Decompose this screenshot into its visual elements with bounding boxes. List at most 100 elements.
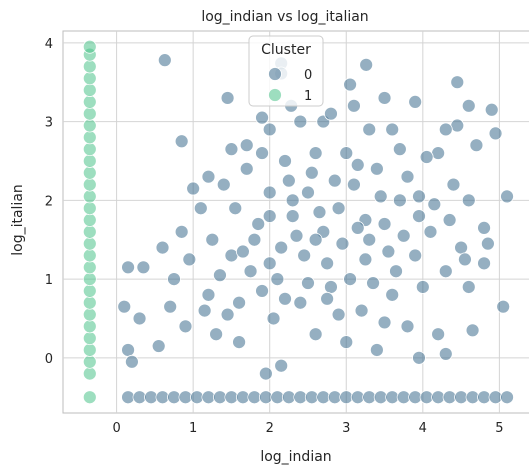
point-cluster-1 <box>82 154 97 168</box>
point-cluster-0 <box>239 161 254 176</box>
point-cluster-0 <box>132 390 147 405</box>
point-cluster-0 <box>458 252 472 267</box>
point-cluster-0 <box>167 272 181 287</box>
y-tick-label: 2 <box>45 194 53 209</box>
point-cluster-0 <box>423 224 438 239</box>
point-cluster-0 <box>339 335 354 350</box>
point-cluster-0 <box>477 256 491 271</box>
point-cluster-0 <box>190 390 204 405</box>
legend-marker-cluster-0 <box>268 67 282 81</box>
point-cluster-0 <box>285 209 300 223</box>
point-cluster-0 <box>281 173 296 188</box>
point-cluster-0 <box>339 390 354 405</box>
point-cluster-0 <box>343 77 357 92</box>
point-cluster-0 <box>213 390 227 405</box>
point-cluster-0 <box>450 75 465 90</box>
point-cluster-1 <box>82 260 97 275</box>
point-cluster-0 <box>178 319 193 334</box>
point-cluster-0 <box>385 390 400 405</box>
point-cluster-0 <box>496 299 511 314</box>
point-cluster-0 <box>132 311 147 326</box>
point-cluster-0 <box>362 122 377 137</box>
point-cluster-1 <box>82 71 97 86</box>
point-cluster-0 <box>262 185 277 200</box>
point-cluster-0 <box>442 390 457 405</box>
point-cluster-0 <box>262 256 277 271</box>
point-cluster-0 <box>320 256 335 271</box>
point-cluster-0 <box>412 189 426 204</box>
point-cluster-0 <box>431 327 446 342</box>
point-cluster-0 <box>216 177 231 192</box>
point-cluster-0 <box>438 122 453 137</box>
point-cluster-0 <box>324 280 338 294</box>
point-cluster-0 <box>255 110 269 125</box>
point-cluster-0 <box>232 335 246 350</box>
point-cluster-1 <box>82 331 97 346</box>
point-cluster-0 <box>274 240 289 255</box>
point-cluster-0 <box>205 232 220 247</box>
point-cluster-0 <box>419 390 434 405</box>
point-cluster-1 <box>82 213 97 227</box>
point-cluster-0 <box>224 248 239 263</box>
point-cluster-1 <box>82 295 97 310</box>
point-cluster-0 <box>324 106 338 121</box>
point-cluster-0 <box>488 126 503 141</box>
point-cluster-0 <box>121 390 135 405</box>
point-cluster-0 <box>477 390 491 405</box>
point-cluster-0 <box>163 299 178 314</box>
point-cluster-0 <box>415 280 430 294</box>
point-cluster-0 <box>304 390 319 405</box>
point-cluster-0 <box>385 287 400 302</box>
point-cluster-0 <box>350 157 365 172</box>
point-cluster-0 <box>228 201 243 216</box>
point-cluster-0 <box>308 232 323 247</box>
point-cluster-0 <box>465 323 480 338</box>
point-cluster-0 <box>247 232 262 247</box>
point-cluster-0 <box>201 287 216 302</box>
x-tick-label: 5 <box>495 421 503 436</box>
point-cluster-0 <box>469 138 484 153</box>
point-cluster-0 <box>389 264 403 279</box>
point-cluster-0 <box>304 165 319 180</box>
x-tick-label: 0 <box>112 421 120 436</box>
legend-title: Cluster <box>261 42 311 58</box>
point-cluster-0 <box>278 291 292 306</box>
point-cluster-0 <box>488 390 503 405</box>
point-cluster-0 <box>316 390 331 405</box>
point-cluster-0 <box>331 307 346 322</box>
point-cluster-0 <box>392 193 407 208</box>
point-cluster-0 <box>201 390 216 405</box>
point-cluster-0 <box>442 213 457 227</box>
point-cluster-0 <box>373 189 388 204</box>
point-cluster-0 <box>308 146 323 160</box>
point-cluster-0 <box>396 228 411 243</box>
point-cluster-1 <box>82 189 97 204</box>
point-cluster-0 <box>174 224 189 239</box>
point-cluster-0 <box>461 98 476 113</box>
point-cluster-0 <box>155 390 170 405</box>
point-cluster-1 <box>82 307 97 322</box>
point-cluster-0 <box>377 91 392 105</box>
point-cluster-0 <box>343 272 357 287</box>
point-cluster-0 <box>182 252 197 267</box>
point-cluster-0 <box>327 173 342 188</box>
point-cluster-0 <box>301 185 315 200</box>
data-points <box>82 39 514 405</box>
point-cluster-0 <box>270 390 285 405</box>
point-cluster-0 <box>335 236 350 251</box>
point-cluster-0 <box>408 94 423 109</box>
x-axis-ticks: 0 1 2 3 4 5 <box>112 421 503 436</box>
legend-label-cluster-0: 0 <box>304 68 312 83</box>
point-cluster-0 <box>301 276 315 290</box>
point-cluster-0 <box>193 201 208 216</box>
point-cluster-0 <box>373 390 388 405</box>
point-cluster-0 <box>121 343 135 357</box>
point-cluster-1 <box>82 272 97 287</box>
point-cluster-0 <box>289 228 304 243</box>
point-cluster-0 <box>400 319 415 334</box>
point-cluster-0 <box>220 307 235 322</box>
point-cluster-0 <box>297 248 312 263</box>
point-cluster-1 <box>82 284 97 298</box>
point-cluster-0 <box>117 299 132 314</box>
point-cluster-0 <box>385 122 400 137</box>
